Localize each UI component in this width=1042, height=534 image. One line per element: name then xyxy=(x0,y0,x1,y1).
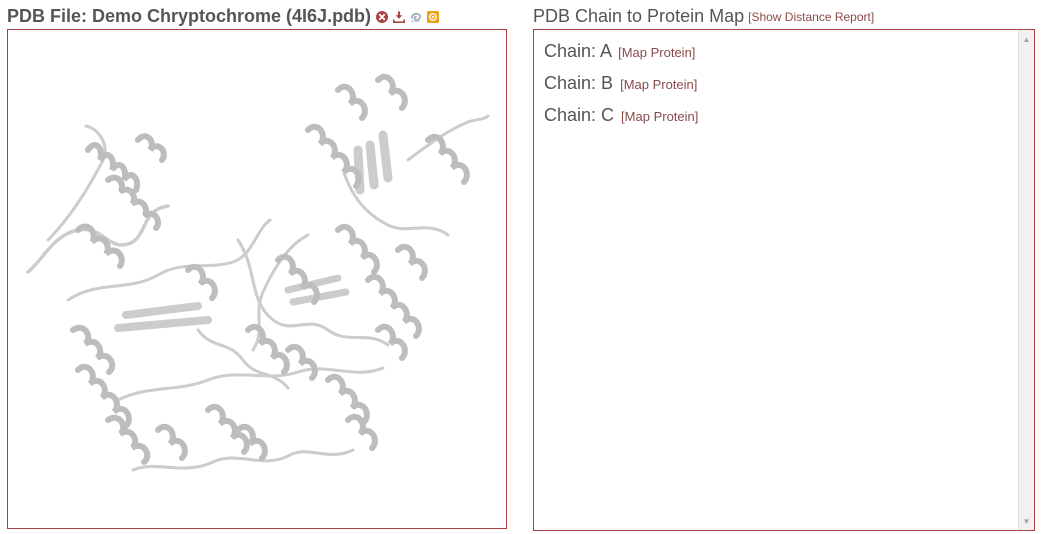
scroll-up-arrow-icon[interactable]: ▲ xyxy=(1022,34,1031,44)
close-bracket: ] xyxy=(870,10,875,24)
chain-label: Chain: A xyxy=(544,41,612,61)
download-icon[interactable] xyxy=(393,11,406,23)
open-bracket: [ xyxy=(748,10,752,24)
chain-label: Chain: C xyxy=(544,105,615,125)
protein-structure-render[interactable] xyxy=(8,30,507,529)
chain-item-b: Chain: B [Map Protein] xyxy=(544,70,698,102)
map-protein-label: Map Protein xyxy=(624,109,695,124)
show-distance-report-link[interactable]: [Show Distance Report] xyxy=(748,10,874,24)
close-circle-icon[interactable] xyxy=(376,11,389,23)
map-protein-label: Map Protein xyxy=(623,77,694,92)
chain-list-box[interactable]: Chain: A [Map Protein] Chain: B [Map Pro… xyxy=(533,29,1035,531)
target-square-icon[interactable] xyxy=(427,11,440,23)
open-bracket: [ xyxy=(620,77,624,92)
map-protein-link-c[interactable]: [Map Protein] xyxy=(621,109,698,124)
map-protein-link-b[interactable]: [Map Protein] xyxy=(620,77,697,92)
pdb-viewer-panel: PDB File: Demo Chryptochrome (4I6J.pdb) xyxy=(7,0,509,534)
vertical-scrollbar[interactable]: ▲ ▼ xyxy=(1018,30,1034,530)
chain-label: Chain: B xyxy=(544,73,614,93)
close-bracket: ] xyxy=(691,45,696,60)
chain-item-c: Chain: C [Map Protein] xyxy=(544,102,698,134)
pdb-file-title: PDB File: Demo Chryptochrome (4I6J.pdb) xyxy=(7,5,372,26)
map-protein-link-a[interactable]: [Map Protein] xyxy=(618,45,695,60)
molecule-viewer[interactable] xyxy=(7,29,507,529)
open-bracket: [ xyxy=(621,109,625,124)
scroll-down-arrow-icon[interactable]: ▼ xyxy=(1022,516,1031,526)
chain-map-panel: PDB Chain to Protein Map [Show Distance … xyxy=(533,0,1035,534)
pdb-header: PDB File: Demo Chryptochrome (4I6J.pdb) xyxy=(7,4,440,28)
show-distance-report-label: Show Distance Report xyxy=(751,10,871,24)
chain-list: Chain: A [Map Protein] Chain: B [Map Pro… xyxy=(544,38,698,134)
chain-item-a: Chain: A [Map Protein] xyxy=(544,38,698,70)
map-protein-label: Map Protein xyxy=(621,45,692,60)
close-bracket: ] xyxy=(694,109,699,124)
close-bracket: ] xyxy=(693,77,698,92)
open-bracket: [ xyxy=(618,45,622,60)
chain-map-title: PDB Chain to Protein Map xyxy=(533,5,745,26)
chain-map-header: PDB Chain to Protein Map [Show Distance … xyxy=(533,4,874,28)
swirl-icon[interactable] xyxy=(410,11,422,23)
